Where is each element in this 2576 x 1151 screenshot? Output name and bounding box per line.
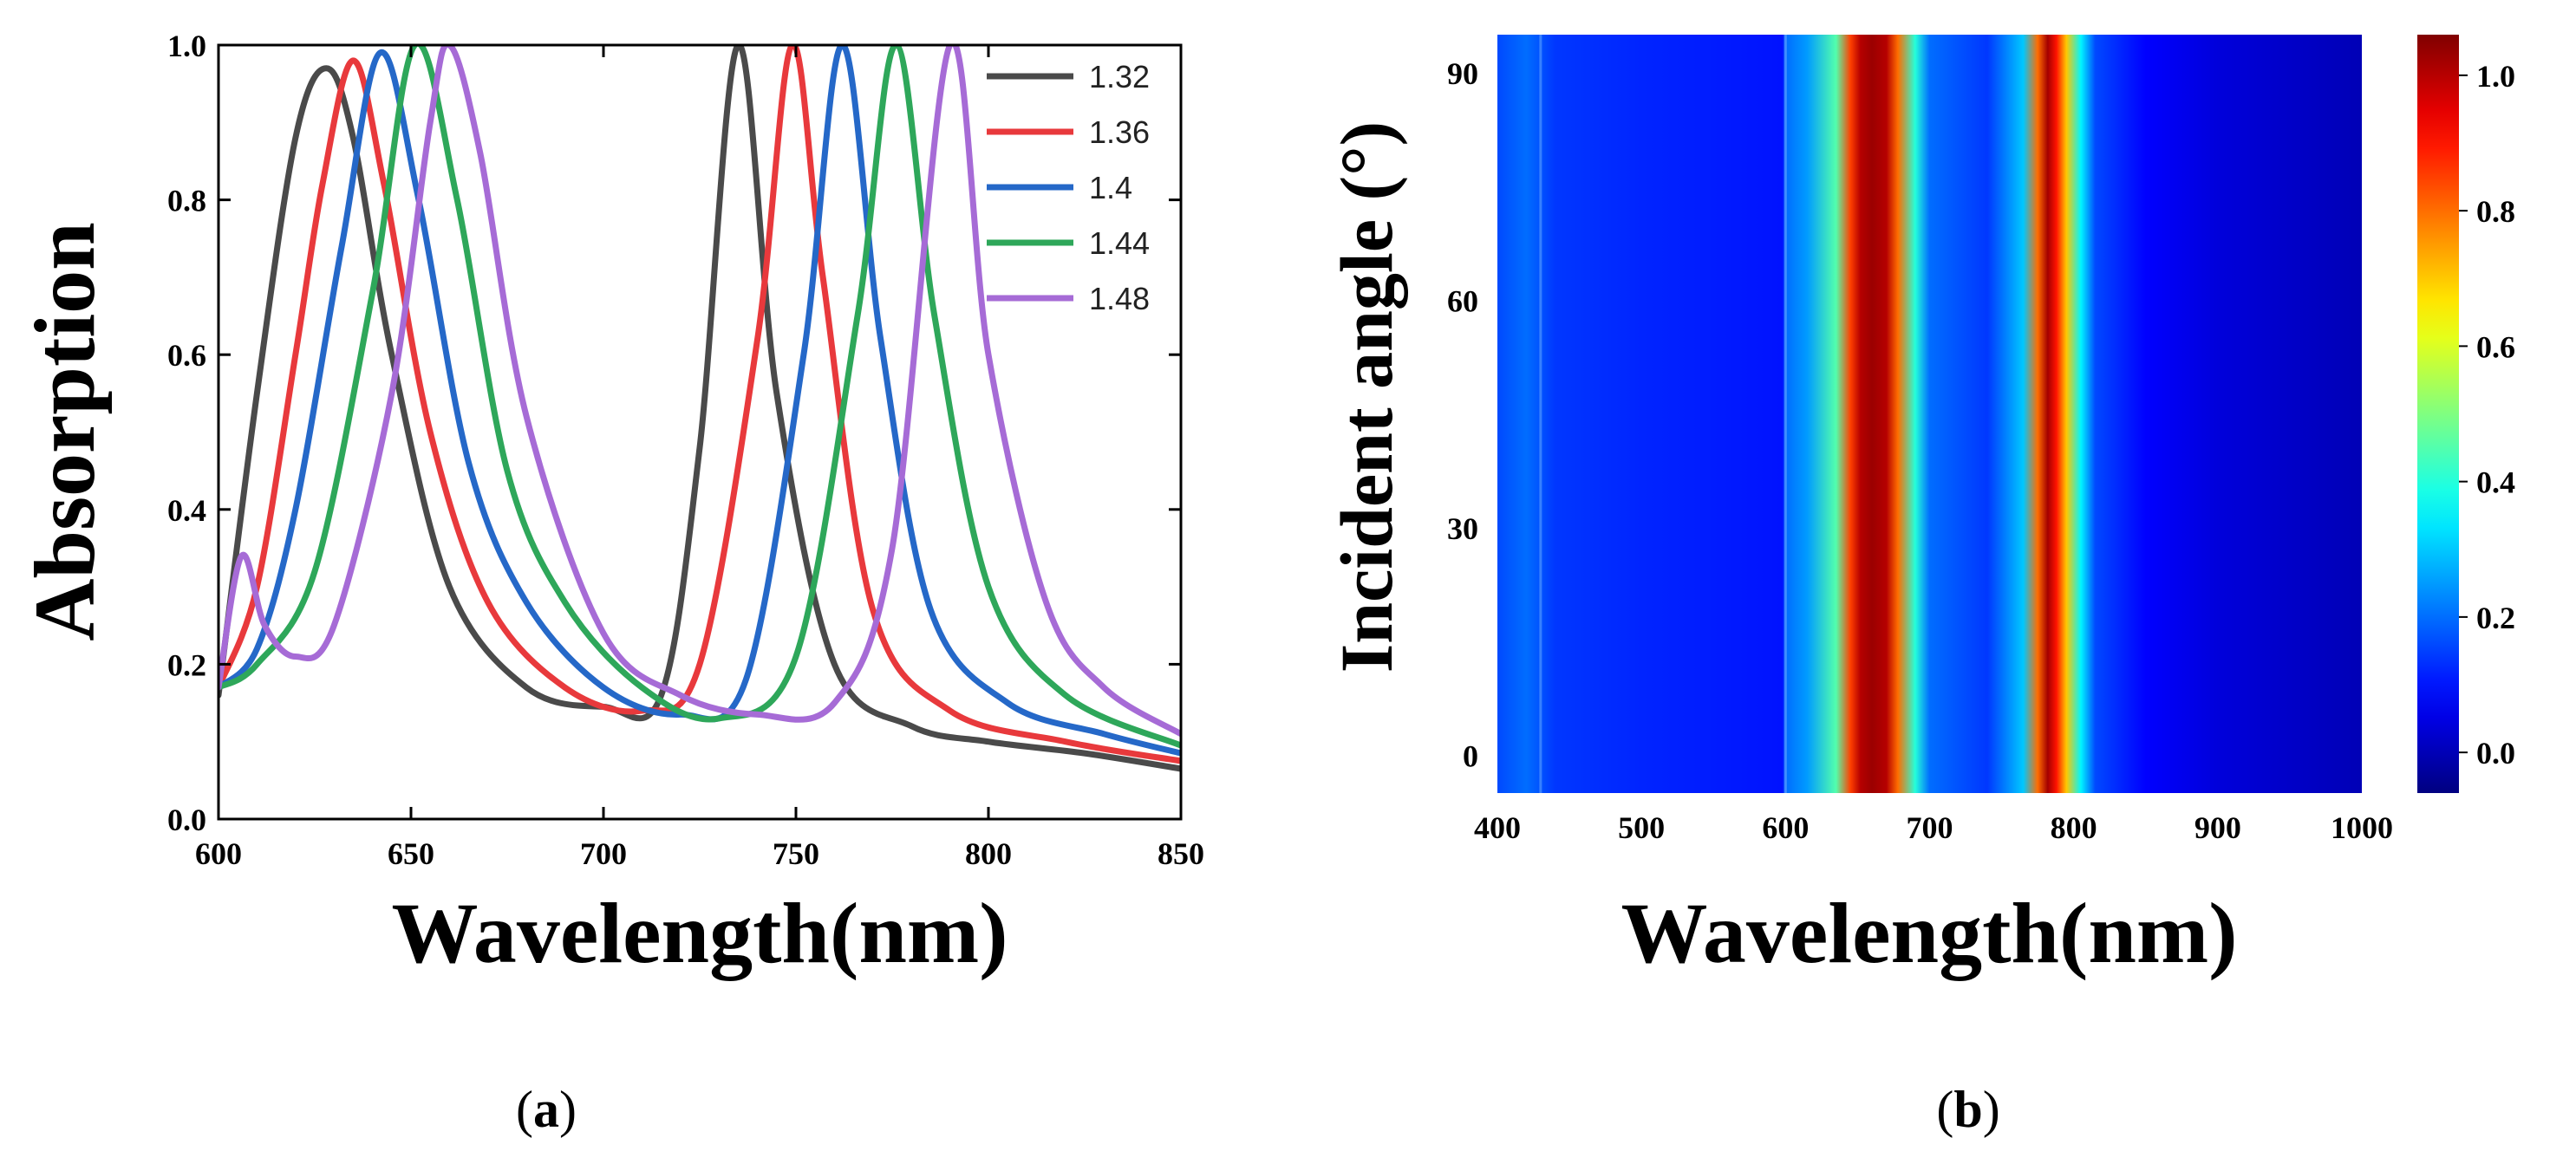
x-tick-label: 800	[965, 836, 1012, 871]
panel-a-line-chart: 600 650 700 750 800 850 0.0 0.2 0.4 0.6 0.8 1.0 Wa…	[16, 29, 1204, 1138]
y-tick-label: 0.8	[167, 184, 206, 218]
x-tick-label: 400	[1474, 810, 1521, 845]
legend-label: 1.48	[1089, 281, 1150, 316]
x-tick-label: 900	[2194, 810, 2241, 845]
y-tick-label: 90	[1447, 56, 1478, 91]
panel-a-x-ticks: 600 650 700 750 800 850	[195, 45, 1204, 871]
x-tick-label: 650	[388, 836, 434, 871]
x-tick-label: 600	[195, 836, 242, 871]
series-line-1-4	[218, 45, 1181, 757]
y-tick-label: 0.2	[167, 647, 206, 682]
legend-label: 1.4	[1089, 170, 1132, 205]
panel-a-plot-frame	[217, 43, 1183, 821]
y-tick-label: 0	[1463, 738, 1478, 773]
y-tick-label: 0.0	[167, 803, 206, 837]
panel-b-x-axis-title: Wavelength(nm)	[1621, 885, 2237, 981]
series-line-1-36	[218, 45, 1181, 764]
panel-a-letter: a	[533, 1081, 559, 1138]
panel-b-label: (b)	[1936, 1081, 1999, 1138]
y-tick-label: 1.0	[167, 29, 206, 63]
x-tick-label: 700	[1907, 810, 1953, 845]
panel-b-y-ticks: 0 30 60 90	[1447, 56, 1478, 774]
colorbar	[2417, 35, 2459, 793]
legend-label: 1.44	[1089, 225, 1150, 261]
colorbar-tick-label: 0.2	[2476, 601, 2515, 635]
panel-b-x-ticks: 400 500 600 700 800 900 1000	[1474, 810, 2393, 845]
x-tick-label: 750	[773, 836, 819, 871]
y-tick-label: 0.6	[167, 338, 206, 373]
legend-item: 1.48	[987, 281, 1150, 316]
y-tick-label: 30	[1447, 511, 1478, 546]
series-line-1-48	[218, 45, 1181, 738]
panel-a-label: (a)	[516, 1081, 577, 1138]
colorbar-tick-label: 1.0	[2476, 59, 2515, 94]
x-tick-label: 700	[580, 836, 627, 871]
legend-item: 1.32	[987, 59, 1150, 94]
y-tick-label: 60	[1447, 283, 1478, 318]
colorbar-tick-label: 0.4	[2476, 465, 2515, 500]
y-tick-label: 0.4	[167, 493, 206, 528]
panel-a-y-axis-title: Absorption	[16, 222, 113, 641]
heatmap-image	[1497, 35, 2362, 793]
x-tick-label: 500	[1618, 810, 1665, 845]
x-tick-label: 850	[1158, 836, 1204, 871]
legend-item: 1.36	[987, 114, 1150, 150]
legend-label: 1.32	[1089, 59, 1150, 94]
panel-a-x-axis-title: Wavelength(nm)	[391, 885, 1008, 981]
x-tick-label: 1000	[2331, 810, 2393, 845]
legend-item: 1.4	[987, 170, 1132, 205]
colorbar-tick-label: 0.0	[2476, 736, 2515, 771]
x-tick-label: 800	[2051, 810, 2097, 845]
colorbar-ticks: 0.0 0.2 0.4 0.6 0.8 1.0	[2459, 59, 2515, 771]
panel-a-y-ticks: 0.0 0.2 0.4 0.6 0.8 1.0	[167, 29, 1181, 837]
panel-b-heatmap: 400 500 600 700 800 900 1000 0 30 60 90 Wavelengt…	[1325, 35, 2515, 1138]
series-group	[218, 45, 1181, 772]
panel-b-letter: b	[1953, 1081, 1982, 1138]
x-tick-label: 600	[1762, 810, 1809, 845]
legend-item: 1.44	[987, 225, 1150, 261]
colorbar-tick-label: 0.8	[2476, 194, 2515, 229]
legend-label: 1.36	[1089, 114, 1150, 150]
panel-b-y-axis-title: Incident angle (°)	[1325, 121, 1408, 673]
legend: 1.32 1.36 1.4 1.44 1.48	[987, 59, 1150, 316]
colorbar-tick-label: 0.6	[2476, 329, 2515, 364]
series-line-1-44	[218, 45, 1181, 749]
